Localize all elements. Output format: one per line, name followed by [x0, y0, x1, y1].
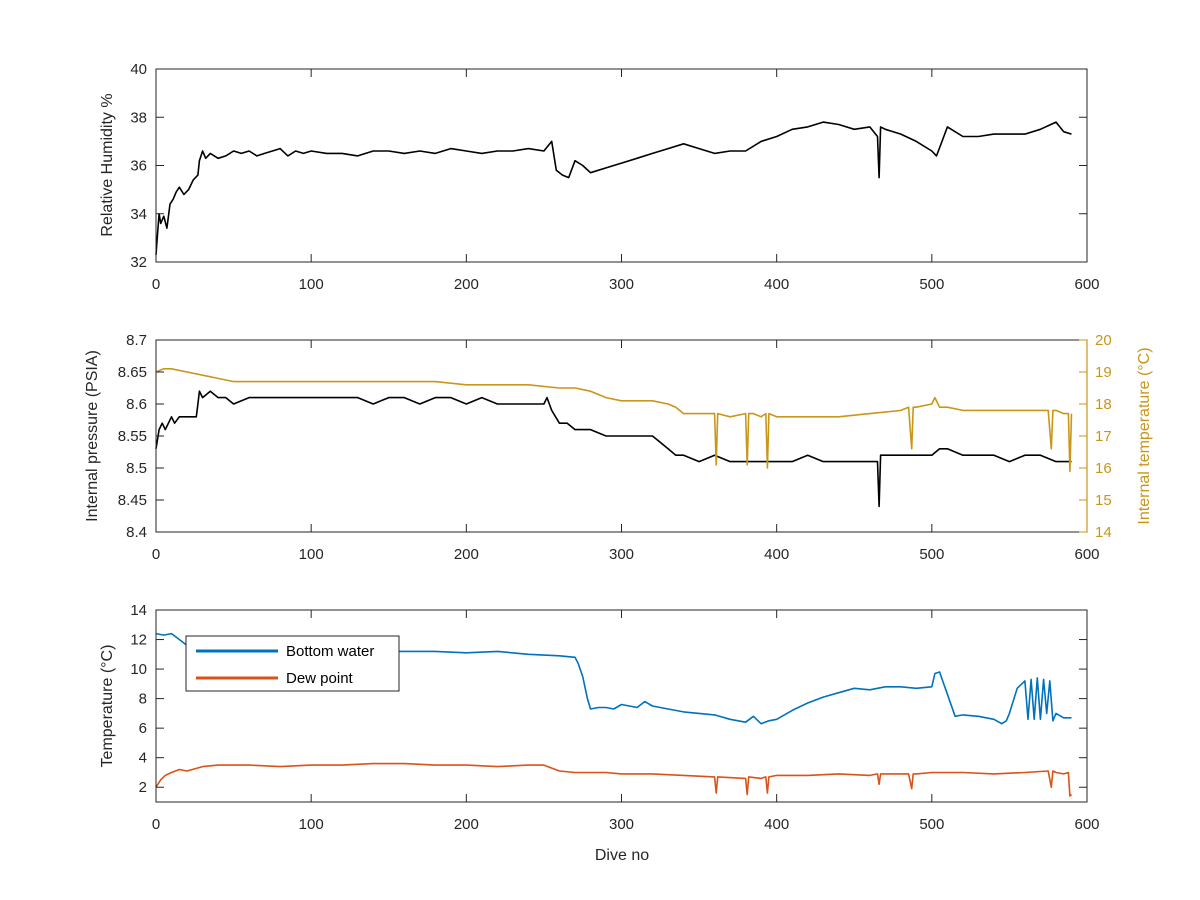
temperature-y-tick-label: 12 — [130, 632, 147, 649]
temperature-y-tick-label: 8 — [139, 691, 147, 708]
pressure-right-y-tick-label: 14 — [1095, 524, 1112, 541]
legend: Bottom water Dew point — [185, 635, 400, 692]
temperature-x-tick-label: 0 — [152, 816, 160, 833]
pressure-y-tick-label: 8.55 — [118, 428, 147, 445]
pressure-x-tick-label: 600 — [1074, 546, 1099, 563]
humidity-x-tick-label: 500 — [919, 276, 944, 293]
legend-label-bottom-water: Bottom water — [286, 643, 374, 660]
humidity-panel: 0 100 200 300 400 500 600 32 34 36 38 40 — [130, 61, 1099, 293]
pressure-right-y-tick-label: 19 — [1095, 364, 1112, 381]
pressure-x-tick-label: 100 — [299, 546, 324, 563]
humidity-y-tick-label: 40 — [130, 61, 147, 78]
pressure-y-tick-label: 8.4 — [126, 524, 147, 541]
humidity-x-tick-label: 100 — [299, 276, 324, 293]
legend-box — [185, 635, 400, 692]
temperature-x-tick-label: 600 — [1074, 816, 1099, 833]
pressure-right-y-tick-label: 18 — [1095, 396, 1112, 413]
pressure-series-1-line — [155, 368, 1073, 472]
pressure-x-tick-label: 500 — [919, 546, 944, 563]
humidity-x-tick-label: 400 — [764, 276, 789, 293]
temperature-x-tick-label: 500 — [919, 816, 944, 833]
internal-temperature-y-axis-label: Internal temperature (°C) — [1136, 347, 1153, 524]
pressure-y-tick-label: 8.7 — [126, 332, 147, 349]
pressure-right-y-tick-label: 15 — [1095, 492, 1112, 509]
humidity-x-tick-label: 600 — [1074, 276, 1099, 293]
pressure-y-tick-label: 8.65 — [118, 364, 147, 381]
temperature-y-tick-label: 4 — [139, 750, 147, 767]
temperature-panel: 0 100 200 300 400 500 600 2 4 6 8 10 12 14 — [130, 602, 1099, 833]
pressure-y-axis-label: Internal pressure (PSIA) — [84, 350, 101, 522]
pressure-y-tick-label: 8.6 — [126, 396, 147, 413]
dive-no-x-axis-label: Dive no — [595, 847, 649, 864]
temperature-y-axis-label: Temperature (°C) — [99, 645, 116, 768]
temperature-x-tick-label: 300 — [609, 816, 634, 833]
pressure-right-y-tick-label: 20 — [1095, 332, 1112, 349]
humidity-axes-frame — [155, 68, 1088, 263]
humidity-x-tick-label: 300 — [609, 276, 634, 293]
pressure-x-tick-label: 400 — [764, 546, 789, 563]
humidity-y-tick-label: 38 — [130, 109, 147, 126]
humidity-series-0-line — [155, 121, 1072, 255]
legend-label-dew-point: Dew point — [286, 670, 354, 687]
humidity-y-tick-label: 36 — [130, 158, 147, 175]
humidity-y-axis-label: Relative Humidity % — [99, 93, 116, 236]
pressure-y-tick-label: 8.5 — [126, 460, 147, 477]
pressure-temperature-panel: 0 100 200 300 400 500 600 8.4 8.45 8.5 8.55 8.6 8.65… — [118, 332, 1112, 563]
pressure-y-tick-label: 8.45 — [118, 492, 147, 509]
temperature-y-tick-label: 10 — [130, 661, 147, 678]
bottom-water-line — [155, 632, 1072, 725]
pressure-x-tick-label: 300 — [609, 546, 634, 563]
dew-point-line — [155, 762, 1073, 797]
temperature-y-tick-label: 6 — [139, 720, 147, 737]
temperature-x-tick-label: 100 — [299, 816, 324, 833]
temperature-x-tick-label: 400 — [764, 816, 789, 833]
humidity-x-tick-label: 200 — [454, 276, 479, 293]
pressure-x-tick-label: 200 — [454, 546, 479, 563]
pressure-right-y-tick-label: 16 — [1095, 460, 1112, 477]
temperature-y-tick-label: 14 — [130, 602, 147, 619]
pressure-x-tick-label: 0 — [152, 546, 160, 563]
humidity-x-tick-label: 0 — [152, 276, 160, 293]
humidity-y-tick-label: 32 — [130, 254, 147, 271]
pressure-right-y-tick-label: 17 — [1095, 428, 1112, 445]
humidity-y-tick-label: 34 — [130, 206, 147, 223]
pressure-series-0-line — [155, 390, 1072, 508]
temperature-x-tick-label: 200 — [454, 816, 479, 833]
temperature-y-tick-label: 2 — [139, 779, 147, 796]
